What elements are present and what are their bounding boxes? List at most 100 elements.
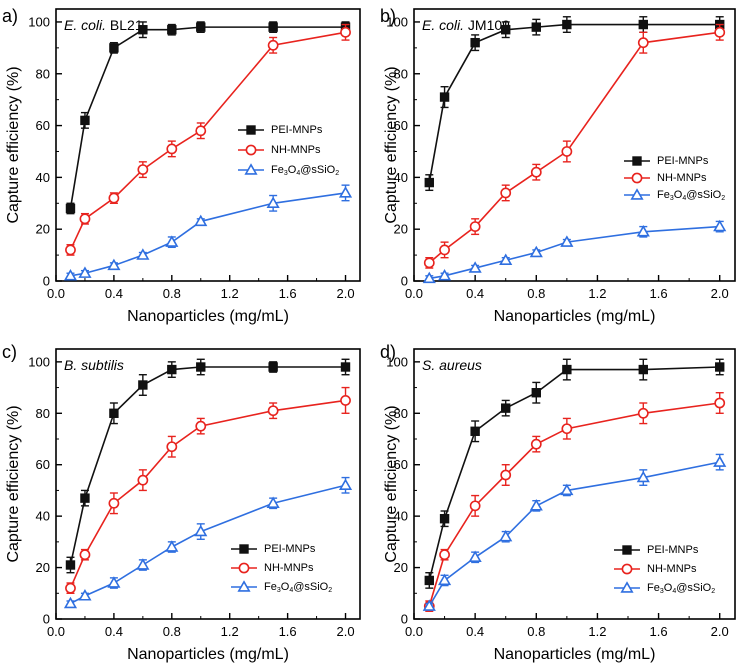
panel-label: a) <box>2 6 18 26</box>
y-tick-label: 100 <box>386 14 408 29</box>
series-NH-MNPs <box>65 23 351 256</box>
series-line <box>428 461 720 607</box>
legend-label: PEI-MNPs <box>264 543 316 555</box>
x-tick-label: 0.8 <box>527 286 545 301</box>
data-point <box>196 362 206 372</box>
y-tick-label: 40 <box>36 170 50 185</box>
data-point <box>196 22 206 32</box>
data-point <box>79 213 91 225</box>
legend-label: Fe3O4@sSiO2 <box>264 581 332 594</box>
data-point <box>136 558 150 570</box>
data-point <box>439 514 450 524</box>
y-tick-label: 60 <box>36 457 50 472</box>
panel-label: b) <box>380 6 396 26</box>
data-point <box>166 441 178 453</box>
data-point <box>266 496 280 508</box>
data-point <box>562 19 572 30</box>
data-point <box>63 596 78 609</box>
data-point <box>500 469 512 481</box>
series-NH-MNPs <box>65 386 351 594</box>
data-point <box>194 214 208 227</box>
legend-entry: PEI-MNPs <box>624 155 709 167</box>
series-line <box>69 31 346 251</box>
data-point <box>137 164 149 176</box>
y-tick-label: 80 <box>36 406 50 421</box>
data-point <box>561 146 573 157</box>
data-point <box>713 455 727 467</box>
legend-label: Fe3O4@sSiO2 <box>647 582 715 595</box>
data-point <box>424 177 434 188</box>
data-point <box>714 26 726 38</box>
legend-label: NH-MNPs <box>657 172 707 184</box>
series-line <box>428 23 720 183</box>
data-point <box>340 26 351 38</box>
data-point <box>638 19 648 30</box>
y-tick-label: 60 <box>394 118 408 133</box>
legend-entry: NH-MNPs <box>624 172 707 184</box>
data-point <box>195 420 207 432</box>
x-tick-label: 1.6 <box>650 286 668 301</box>
panel-label: c) <box>2 342 17 362</box>
data-point <box>266 196 280 208</box>
data-point <box>636 470 650 483</box>
x-tick-label: 0.0 <box>47 286 65 301</box>
data-point <box>469 221 481 232</box>
legend-entry: PEI-MNPs <box>231 543 316 555</box>
chart-panel-d: 0.0 0.4 0.8 1.2 1.6 2.0 0 20 40 60 80 100 Nanopartic… <box>380 342 736 663</box>
data-point <box>469 500 481 512</box>
data-point <box>499 529 513 542</box>
data-point <box>340 395 351 406</box>
data-point <box>530 438 542 450</box>
y-tick-label: 0 <box>401 612 408 627</box>
data-point <box>468 261 482 273</box>
chart-panel-c: 0.0 0.4 0.8 1.2 1.6 2.0 0 20 40 60 80 100 Nanopartic… <box>2 342 361 663</box>
x-tick-label: 0.0 <box>47 624 65 639</box>
y-tick-label: 80 <box>394 406 408 421</box>
series-PEI-MNPs <box>424 16 725 192</box>
data-point <box>529 245 543 258</box>
plot-frame <box>55 8 361 282</box>
data-point <box>437 573 452 586</box>
data-point <box>267 405 279 417</box>
series-line <box>69 399 346 589</box>
legend-marker <box>237 580 251 592</box>
data-point <box>637 407 649 419</box>
data-point <box>439 92 450 102</box>
data-point <box>65 560 76 570</box>
x-tick-label: 2.0 <box>711 624 729 639</box>
data-point <box>137 474 149 486</box>
series-PEI-MNPs <box>65 21 351 215</box>
legend-marker <box>621 563 633 575</box>
data-point <box>165 235 179 247</box>
x-tick-label: 0.4 <box>105 624 123 639</box>
data-point <box>530 166 542 178</box>
data-point <box>78 266 92 278</box>
x-tick-label: 0.4 <box>466 286 484 301</box>
y-axis-label: Capture efficiency (%) <box>5 66 22 223</box>
legend-marker <box>631 172 643 184</box>
data-point <box>78 589 92 601</box>
legend-marker <box>622 545 632 555</box>
y-axis-label: Capture efficiency (%) <box>383 66 400 223</box>
y-tick-label: 0 <box>43 274 50 289</box>
legend-label: NH-MNPs <box>271 144 321 156</box>
y-tick-label: 40 <box>36 509 50 524</box>
data-point <box>338 186 353 198</box>
y-tick-label: 40 <box>394 509 408 524</box>
legend-entry: NH-MNPs <box>238 144 321 156</box>
y-axis-label: Capture efficiency (%) <box>383 405 400 562</box>
legend-marker <box>246 125 256 135</box>
legend-entry: Fe3O4@sSiO2 <box>238 163 339 177</box>
chart-panel-a: 0.0 0.4 0.8 1.2 1.6 2.0 0 20 40 60 80 100 Nanopartic… <box>2 6 361 325</box>
data-point <box>65 203 76 214</box>
plot-frame <box>413 348 736 620</box>
data-point <box>714 397 726 409</box>
legend-label: PEI-MNPs <box>647 544 699 556</box>
data-point <box>468 550 482 562</box>
panel-label: d) <box>380 342 396 362</box>
x-tick-label: 2.0 <box>336 286 354 301</box>
series-NH-MNPs <box>423 23 726 269</box>
data-point <box>423 257 435 269</box>
data-point <box>638 364 648 375</box>
legend-entry: NH-MNPs <box>614 563 697 575</box>
